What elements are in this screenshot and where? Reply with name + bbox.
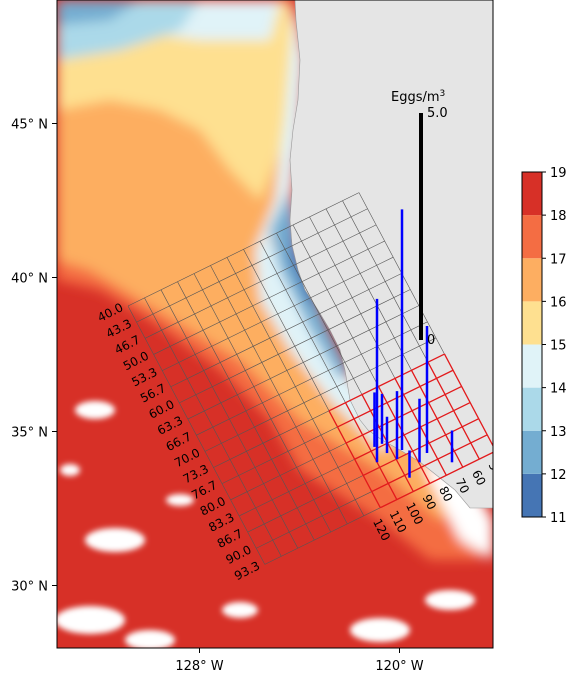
colorbar-tick-label: 11 [550, 511, 567, 526]
survey-station-label: 60 [469, 468, 488, 488]
grid-station-line [177, 281, 315, 541]
colorbar-tick-label: 16 [550, 295, 567, 310]
survey-station-label: 40 [502, 452, 521, 472]
survey-grid-highlight [328, 353, 493, 509]
grid-station-line [226, 257, 365, 516]
grid-line-highlight [354, 401, 471, 460]
colorbar-tick-label: 18 [550, 209, 567, 224]
grid-station-line [160, 289, 299, 549]
grid-station-line-highlight [328, 410, 381, 509]
scale-bar-min-label: 0 [427, 333, 435, 348]
colorbar-segment [522, 301, 542, 345]
lat-tick-label: 45° N [11, 118, 48, 133]
grid-line-highlight [371, 434, 488, 493]
colorbar-segment [522, 215, 542, 259]
lat-tick-label: 30° N [11, 580, 48, 595]
survey-station-label: 50 [486, 460, 505, 480]
grid-station-line [210, 265, 348, 525]
grid-station-line-highlight [427, 361, 480, 460]
grid-station-line-highlight [443, 353, 493, 448]
cloud-gaps [57, 401, 475, 648]
lon-tick-label: 120° W [375, 659, 423, 674]
latitude-ticks: 45° N 40° N 35° N 30° N [11, 118, 57, 595]
grid-station-line [144, 297, 282, 557]
grid-station-line [193, 273, 332, 533]
survey-station-label: 80 [436, 484, 455, 504]
colorbar-tick-label: 15 [550, 339, 567, 354]
colorbar-segment [522, 387, 542, 431]
scale-bar-max-label: 5.0 [427, 106, 448, 121]
lat-tick-label: 40° N [11, 272, 48, 287]
colorbar-segment [522, 344, 542, 388]
egg-bars [373, 209, 454, 478]
colorbar-segment [522, 258, 542, 302]
colorbar: 11 12 13 14 15 16 17 18 19 [521, 166, 567, 526]
colorbar-tick-label: 19 [550, 166, 567, 181]
colorbar-tick-label: 13 [550, 425, 567, 440]
grid-line-highlight [362, 418, 479, 476]
colorbar-tick-label: 14 [550, 382, 567, 397]
grid-station-line-highlight [344, 402, 398, 500]
colorbar-segment [522, 430, 542, 474]
lon-tick-label: 128° W [175, 659, 223, 674]
survey-line-labels: 40.043.346.750.053.356.760.063.366.770.0… [95, 300, 262, 583]
grid-line-highlight [345, 385, 462, 444]
lat-tick-label: 35° N [11, 426, 48, 441]
survey-station-label: 90 [420, 492, 439, 512]
grid-line-highlight [328, 353, 445, 412]
scale-bar-title: Eggs/m3 [391, 89, 445, 105]
grid-line-highlight [337, 369, 454, 428]
colorbar-tick-label: 17 [550, 252, 567, 267]
survey-station-label: 70 [453, 476, 472, 496]
longitude-ticks: 128° W 120° W [175, 648, 424, 674]
map-frame [56, 0, 494, 649]
grid-station-line-highlight [377, 386, 431, 484]
colorbar-segment [522, 473, 542, 517]
sst-map: Eggs/m3 5.0 0 40.043.346.750.053.356.760… [57, 0, 521, 648]
grid-station-line-highlight [410, 369, 464, 468]
grid-station-line [127, 305, 266, 565]
colorbar-tick-label: 12 [550, 468, 567, 483]
grid-line-highlight [380, 451, 493, 509]
colorbar-segment [522, 172, 542, 216]
